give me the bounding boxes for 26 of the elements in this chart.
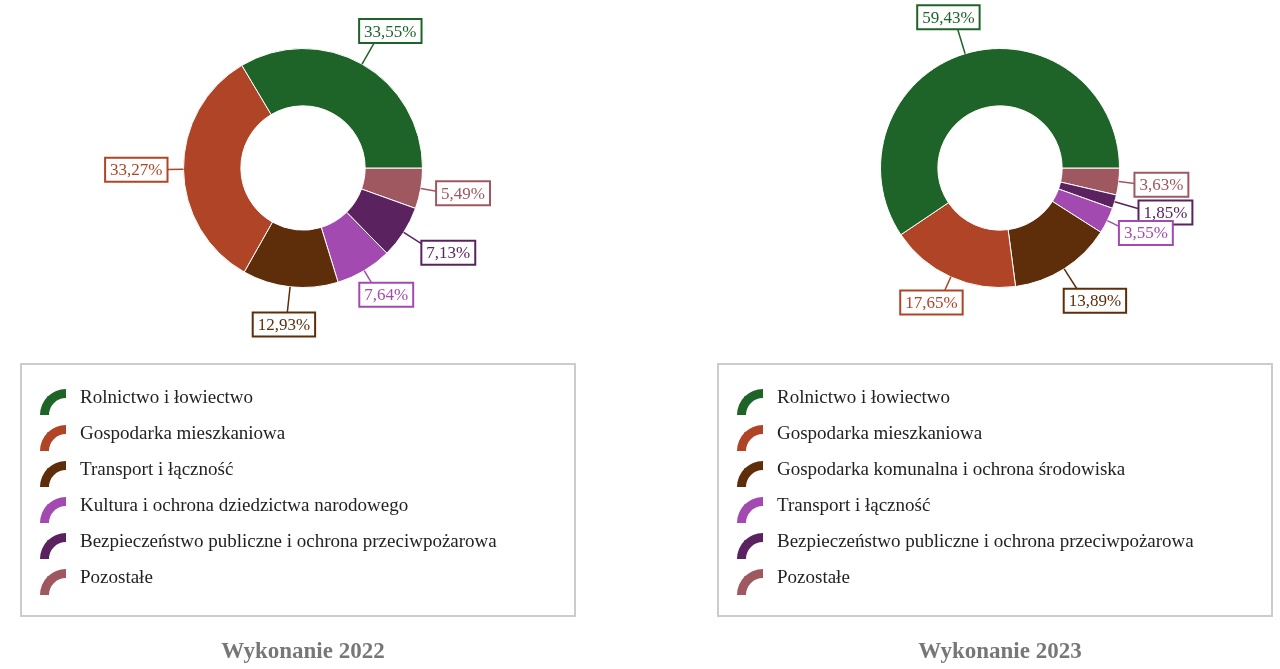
legend-label: Gospodarka mieszkaniowa xyxy=(80,422,286,444)
data-label: 7,64% xyxy=(364,285,409,305)
data-label: 7,13% xyxy=(426,243,471,263)
data-label: 33,27% xyxy=(110,160,163,180)
legend-label: Pozostałe xyxy=(777,566,850,588)
data-label: 12,93% xyxy=(257,315,311,335)
legend-label: Gospodarka mieszkaniowa xyxy=(777,422,983,444)
data-label: 3,55% xyxy=(1123,223,1168,243)
text: Wykonanie 2022 xyxy=(220,638,386,664)
data-label: 17,65% xyxy=(905,292,958,312)
data-label: 1,85% xyxy=(1143,202,1188,222)
legend-label: Pozostałe xyxy=(80,566,153,588)
data-label: 59,43% xyxy=(922,7,975,27)
legend-label: Bezpieczeństwo publiczne i ochrona przeciwpożarowa xyxy=(777,530,1194,552)
data-label: 3,63% xyxy=(1139,175,1184,195)
legend-label: Rolnictwo i łowiectwo xyxy=(777,386,951,408)
legend-label: Bezpieczeństwo publiczne i ochrona przeciwpożarowa xyxy=(80,530,497,552)
legend-label: Rolnictwo i łowiectwo xyxy=(80,386,254,408)
legend-label: Kultura i ochrona dziedzictwa narodowego xyxy=(80,494,409,516)
data-label: 33,55% xyxy=(364,21,417,41)
legend-label: Transport i łączność xyxy=(777,494,931,516)
data-label: 5,49% xyxy=(441,183,486,203)
text: Wykonanie 2023 xyxy=(917,638,1083,664)
legend-label: Transport i łączność xyxy=(80,458,234,480)
data-label: 13,89% xyxy=(1068,291,1122,311)
legend-label: Gospodarka komunalna i ochrona środowiska xyxy=(777,458,1126,480)
